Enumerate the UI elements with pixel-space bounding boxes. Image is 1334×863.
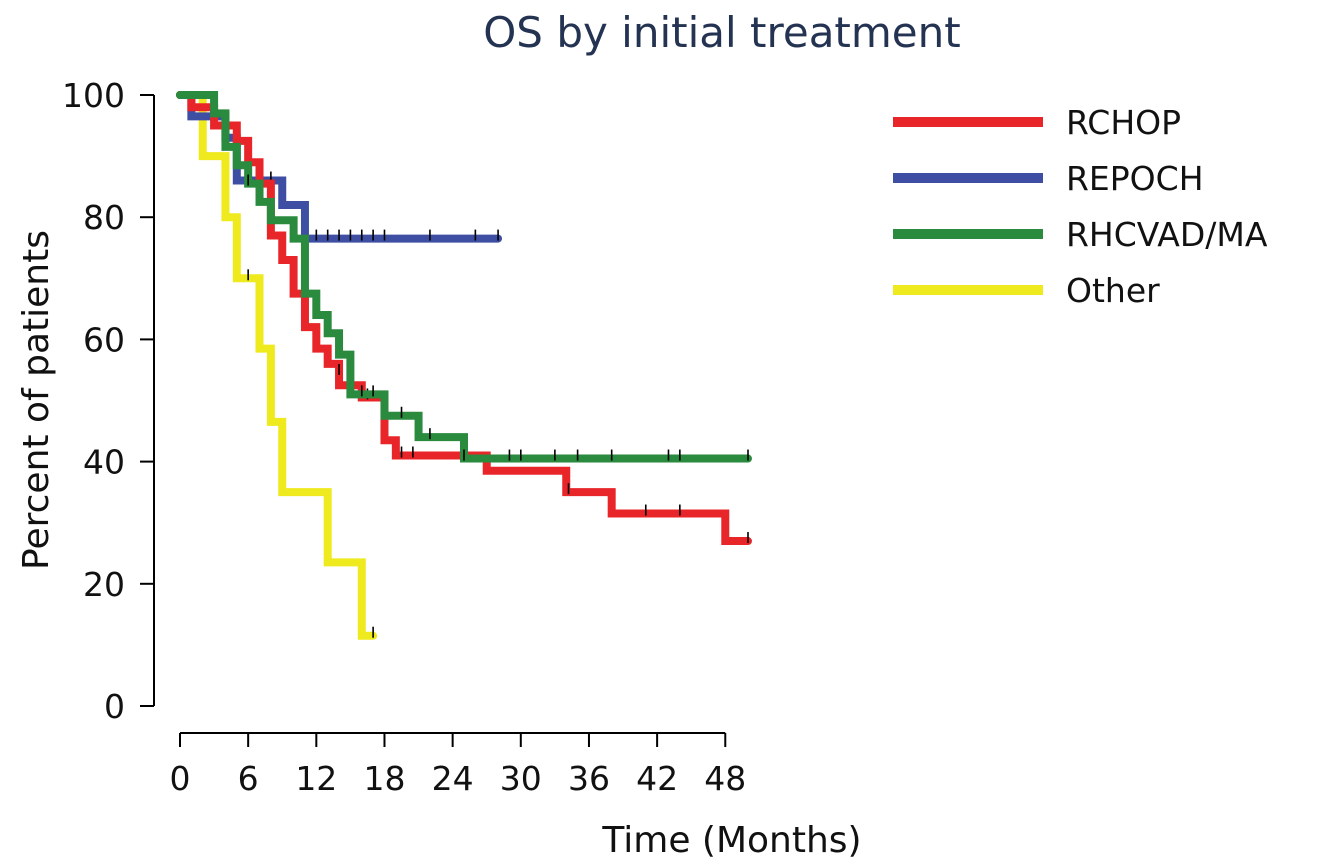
x-tick-label: 6 [238,759,259,798]
legend-label: RCHOP [1066,103,1181,142]
axes: 0 6 12 18 24 30 36 42 48 0 20 40 60 80 100 [62,76,746,798]
series-layer [176,91,752,640]
y-tick-label: 20 [83,565,125,604]
series-rchop [176,91,752,546]
x-tick-label: 48 [704,759,746,798]
y-tick-label: 40 [83,443,125,482]
series-other [176,91,378,640]
legend-item: RHCVAD/MA [893,215,1268,254]
series-rhcvad-ma [176,91,752,463]
y-tick-label: 0 [104,687,125,726]
legend-item: RCHOP [893,103,1181,142]
series-line [176,91,752,463]
y-axis-title: Percent of patients [16,230,57,570]
y-tick-label: 80 [83,198,125,237]
legend-item: Other [893,271,1160,310]
y-tick-label: 60 [83,320,125,359]
x-axis-title: Time (Months) [601,820,861,861]
x-tick-label: 30 [500,759,542,798]
series-line [176,91,378,640]
legend-label: Other [1066,271,1160,310]
series-line [176,91,752,546]
legend: RCHOP REPOCH RHCVAD/MA Other [893,103,1268,310]
legend-item: REPOCH [893,159,1204,198]
x-tick-label: 36 [568,759,610,798]
x-tick-label: 24 [432,759,474,798]
chart-title: OS by initial treatment [483,8,960,57]
legend-label: RHCVAD/MA [1066,215,1268,254]
x-tick-label: 18 [363,759,405,798]
legend-label: REPOCH [1066,159,1204,198]
x-tick-label: 12 [295,759,337,798]
x-tick-label: 42 [636,759,678,798]
x-tick-label: 0 [170,759,191,798]
y-tick-label: 100 [62,76,125,115]
